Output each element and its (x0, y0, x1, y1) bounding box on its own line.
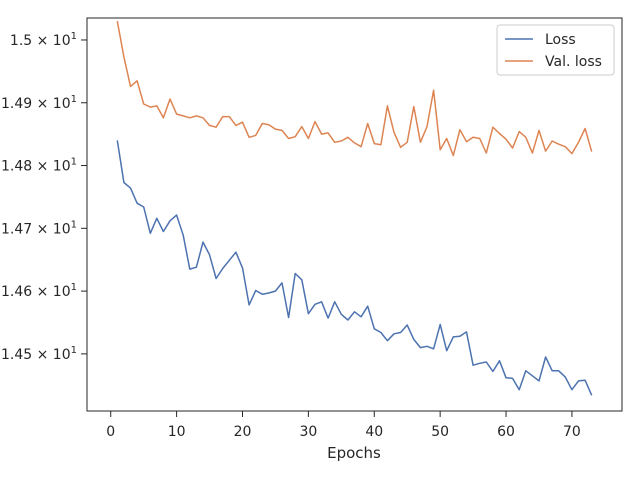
x-tick-label: 20 (234, 424, 252, 440)
plot-marks (116, 20, 593, 396)
y-tick-label: 1.5 × 101 (10, 31, 77, 49)
series-line-val-loss (116, 20, 593, 157)
axes: 0 10 20 30 40 50 60 70 1.45 × 101 1.46 × 101 1.47 … (1, 17, 623, 440)
x-tick-label: 30 (299, 424, 317, 440)
x-tick-label: 70 (563, 424, 581, 440)
x-tick-label: 60 (497, 424, 515, 440)
x-tick-label: 50 (431, 424, 449, 440)
series-line-loss (116, 140, 593, 396)
x-tick-label: 10 (168, 424, 186, 440)
legend-label: Val. loss (545, 54, 602, 70)
x-tick-label: 0 (106, 424, 115, 440)
x-tick-label: 40 (365, 424, 383, 440)
legend-label: Loss (545, 32, 576, 48)
legend: Loss Val. loss (496, 24, 615, 76)
y-tick-label: 1.49 × 101 (1, 94, 77, 112)
x-axis-label: Epochs (327, 444, 381, 462)
y-tick-label: 1.46 × 101 (1, 282, 77, 300)
legend-box (496, 24, 615, 76)
plot-frame (86, 17, 623, 412)
y-tick-label: 1.47 × 101 (1, 219, 77, 237)
y-tick-label: 1.48 × 101 (1, 157, 77, 175)
y-tick-label: 1.45 × 101 (1, 345, 77, 363)
